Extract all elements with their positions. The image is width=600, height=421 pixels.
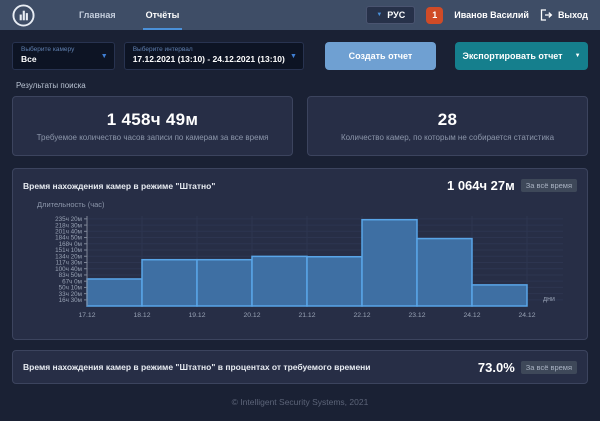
notification-count: 1 (432, 10, 438, 20)
create-report-label: Создать отчет (348, 51, 413, 61)
svg-text:18.12: 18.12 (133, 312, 150, 319)
svg-text:17.12: 17.12 (78, 312, 95, 319)
interval-select-value: 17.12.2021 (13:10) - 24.12.2021 (13:10) (132, 54, 285, 64)
svg-text:184ч 50м: 184ч 50м (55, 235, 82, 242)
svg-text:201ч 40м: 201ч 40м (55, 229, 82, 236)
svg-text:дни: дни (543, 296, 555, 303)
svg-text:168ч 0м: 168ч 0м (59, 241, 82, 248)
chart-total: 1 064ч 27м За всё время (447, 178, 577, 193)
chart-y-axis-title: Длительность (час) (37, 200, 105, 209)
language-label: РУС (387, 10, 406, 20)
language-select[interactable]: ▼ РУС (366, 6, 416, 24)
active-tab-underline (142, 28, 183, 30)
top-bar-right: ▼ РУС 1 Иванов Василий Выход (366, 6, 588, 24)
interval-select-label: Выберите интервал (132, 46, 193, 53)
status-time-panel: Время нахождения камер в режиме "Штатно"… (12, 168, 588, 340)
main-nav: Главная Отчёты (79, 0, 183, 30)
required-hours-card: 1 458ч 49м Требуемое количество часов за… (12, 96, 293, 156)
results-section-title: Результаты поиска (16, 81, 86, 90)
svg-text:22.12: 22.12 (353, 312, 370, 319)
top-bar: Главная Отчёты ▼ РУС 1 Иванов Василий В (0, 0, 600, 30)
camera-select-label: Выберите камеру (21, 46, 75, 53)
percent-period-badge: За всё время (520, 360, 577, 374)
app-logo-icon (12, 3, 35, 27)
chart-total-value: 1 064ч 27м (446, 178, 515, 193)
svg-text:117ч 30м: 117ч 30м (56, 260, 82, 267)
svg-text:23.12: 23.12 (408, 312, 425, 319)
logout-label: Выход (557, 10, 588, 20)
required-hours-value: 1 458ч 49м (106, 110, 199, 129)
camera-select[interactable]: Выберите камеру Все ▼ (12, 42, 115, 70)
nav-item-home[interactable]: Главная (79, 0, 116, 30)
create-report-button[interactable]: Создать отчет (324, 42, 437, 70)
chevron-down-icon: ▼ (376, 12, 383, 18)
camera-select-value: Все (21, 54, 37, 64)
svg-text:100ч 40м: 100ч 40м (55, 266, 82, 273)
nav-reports-label: Отчёты (145, 10, 180, 20)
user-name: Иванов Василий (454, 10, 529, 20)
notification-badge[interactable]: 1 (426, 6, 444, 24)
filter-row: Выберите камеру Все ▼ Выберите интервал … (0, 30, 600, 70)
svg-text:20.12: 20.12 (243, 312, 260, 319)
chart-title: Время нахождения камер в режиме "Штатно" (23, 180, 216, 191)
svg-text:19.12: 19.12 (188, 312, 205, 319)
percent-right: 73.0% За всё время (478, 360, 577, 375)
interval-select[interactable]: Выберите интервал 17.12.2021 (13:10) - 2… (123, 42, 304, 70)
chevron-down-icon: ▼ (289, 53, 297, 60)
percent-panel: Время нахождения камер в режиме "Штатно"… (12, 350, 588, 384)
nav-item-reports[interactable]: Отчёты (142, 0, 183, 30)
chart-panel-header: Время нахождения камер в режиме "Штатно"… (23, 178, 577, 193)
nav-home-label: Главная (79, 10, 116, 20)
svg-text:16ч 30м: 16ч 30м (59, 297, 82, 304)
cameras-without-stats-card: 28 Количество камер, по которым не собир… (307, 96, 588, 156)
svg-text:235ч 20м: 235ч 20м (55, 216, 82, 223)
percent-value: 73.0% (477, 359, 515, 375)
svg-text:83ч 50м: 83ч 50м (59, 272, 82, 279)
cameras-without-stats-caption: Количество камер, по которым не собирает… (340, 133, 555, 142)
svg-text:134ч 20м: 134ч 20м (55, 253, 82, 260)
svg-text:24.12: 24.12 (463, 312, 480, 319)
svg-text:218ч 30м: 218ч 30м (55, 222, 82, 229)
chevron-down-icon: ▼ (100, 53, 108, 60)
chart-period-badge: За всё время (520, 179, 577, 192)
percent-title: Время нахождения камер в режиме "Штатно"… (23, 362, 371, 372)
svg-text:50ч 10м: 50ч 10м (59, 285, 82, 292)
svg-text:21.12: 21.12 (298, 312, 315, 319)
svg-text:151ч 10м: 151ч 10м (55, 247, 82, 254)
svg-text:24.12: 24.12 (518, 312, 535, 319)
export-report-label: Экспортировать отчет (462, 51, 563, 61)
svg-text:33ч 20м: 33ч 20м (59, 291, 82, 298)
copyright-text: © Intelligent Security Systems, 2021 (231, 397, 369, 407)
logout-button[interactable]: Выход (540, 9, 588, 21)
cameras-without-stats-value: 28 (437, 110, 458, 129)
svg-text:67ч 0м: 67ч 0м (62, 278, 82, 285)
logout-icon (540, 9, 553, 21)
required-hours-caption: Требуемое количество часов записи по кам… (36, 133, 269, 142)
export-report-button[interactable]: Экспортировать отчет ▼ (455, 42, 589, 70)
summary-cards: 1 458ч 49м Требуемое количество часов за… (0, 96, 600, 156)
chevron-down-icon: ▼ (574, 53, 581, 59)
